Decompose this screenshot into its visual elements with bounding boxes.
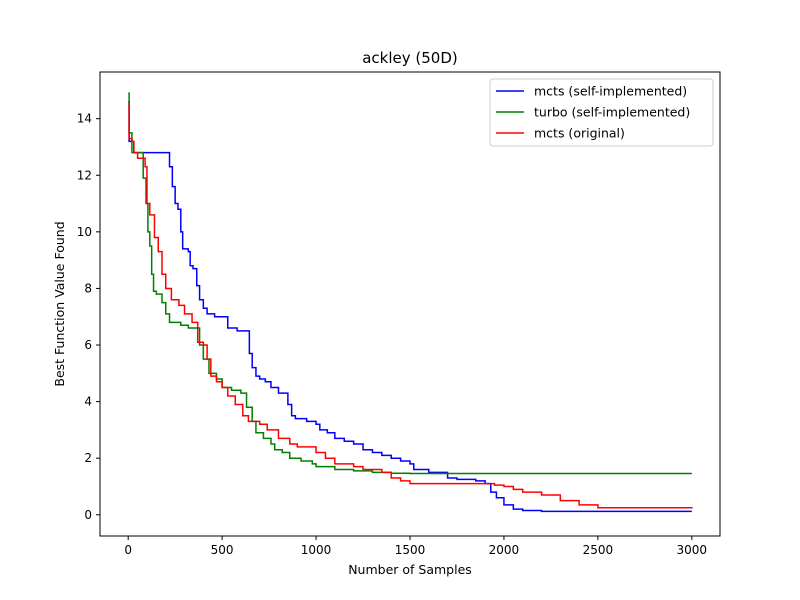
chart-title: ackley (50D) bbox=[362, 49, 458, 67]
y-tick-label: 0 bbox=[84, 508, 92, 522]
legend-box bbox=[489, 78, 714, 147]
y-tick-label: 12 bbox=[77, 168, 92, 182]
x-tick-label: 1500 bbox=[395, 543, 426, 557]
x-tick-label: 500 bbox=[211, 543, 234, 557]
series-layer bbox=[128, 92, 693, 513]
legend: mcts (self-implemented) turbo (self-imple… bbox=[489, 78, 714, 147]
y-tick-label: 14 bbox=[77, 112, 92, 126]
plot-area: 0 500 1000 1500 2000 2500 3000 0 2 4 6 8 10 12 14 bbox=[77, 71, 721, 557]
y-tick-label: 8 bbox=[84, 281, 92, 295]
y-tick-label: 6 bbox=[84, 338, 92, 352]
x-axis-ticks: 0 500 1000 1500 2000 2500 3000 bbox=[124, 536, 707, 557]
series-line-1 bbox=[128, 100, 692, 513]
x-tick-label: 0 bbox=[124, 543, 132, 557]
x-tick-label: 3000 bbox=[677, 543, 708, 557]
y-axis-ticks: 0 2 4 6 8 10 12 14 bbox=[77, 112, 100, 522]
x-axis-label: Number of Samples bbox=[348, 562, 472, 577]
legend-label-3: mcts (original) bbox=[534, 126, 625, 141]
series-line-3 bbox=[128, 103, 693, 509]
x-tick-label: 2000 bbox=[489, 543, 520, 557]
y-tick-label: 10 bbox=[77, 225, 92, 239]
legend-label-1: mcts (self-implemented) bbox=[534, 84, 687, 99]
legend-label-2: turbo (self-implemented) bbox=[534, 105, 690, 120]
y-tick-label: 4 bbox=[84, 395, 92, 409]
y-tick-label: 2 bbox=[84, 451, 92, 465]
x-tick-label: 2500 bbox=[583, 543, 614, 557]
y-axis-label: Best Function Value Found bbox=[52, 221, 67, 386]
x-tick-label: 1000 bbox=[301, 543, 332, 557]
